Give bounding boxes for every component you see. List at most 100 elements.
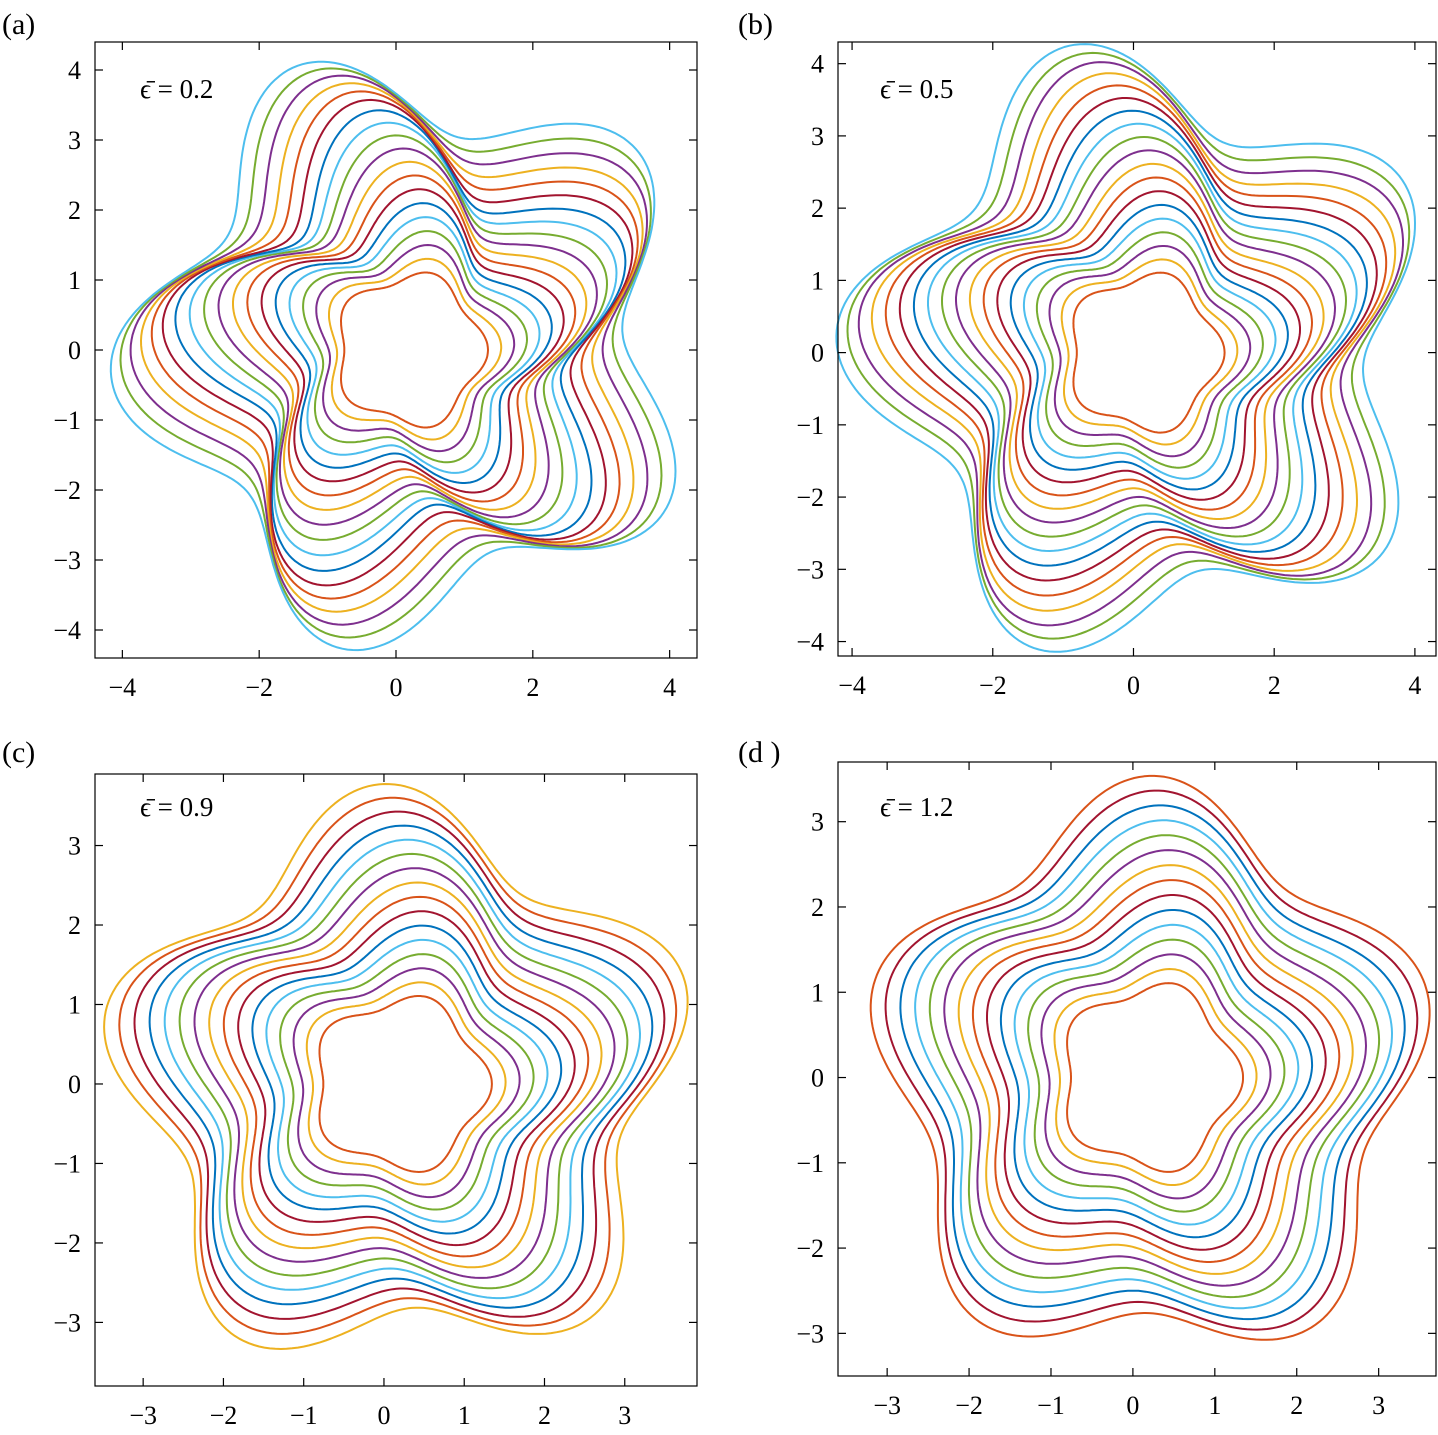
contour-series: [835, 43, 1416, 653]
y-tick-label: −1: [796, 1149, 824, 1178]
contour-line: [999, 909, 1314, 1239]
contour-line: [857, 61, 1404, 627]
y-tick-label: −2: [796, 483, 824, 512]
contour-line: [292, 967, 521, 1199]
epsilon-annotation: ϵ̄ = 0.2: [140, 74, 213, 104]
axes-frame: [94, 773, 698, 1387]
panel-label: (d ): [738, 736, 780, 769]
contour-line: [1027, 938, 1286, 1213]
contour-line: [163, 838, 641, 1300]
contour-line: [232, 160, 588, 511]
x-tick-label: 1: [1208, 1391, 1221, 1420]
contour-line: [1035, 231, 1264, 469]
x-tick-label: 2: [526, 673, 539, 702]
contour-line: [899, 804, 1406, 1321]
x-tick-label: 0: [1127, 671, 1140, 700]
contour-line: [943, 849, 1367, 1287]
contour-line: [1009, 203, 1289, 491]
contour-line: [996, 190, 1301, 501]
panel-a: (a) −4 −2 0 2 4 −4 −3 −2 −1 0 1 2 3 4 ϵ̄ = 0.2: [2, 8, 698, 702]
contour-line: [1053, 968, 1258, 1186]
contour-line: [315, 244, 516, 453]
contour-line: [957, 864, 1354, 1275]
x-tick-label: −2: [955, 1391, 983, 1420]
contour-line: [208, 881, 603, 1269]
contour-line: [129, 74, 649, 626]
y-tick-label: 1: [68, 990, 81, 1019]
contour-line: [260, 188, 565, 494]
y-tick-label: −3: [796, 555, 824, 584]
x-tick-label: −3: [873, 1391, 901, 1420]
panel-b: (b) −4 −2 0 2 4 −4 −3 −2 −1 0 1 2 3 4 ϵ̄ = 0.5: [738, 8, 1437, 700]
contour-line: [161, 98, 634, 587]
contour-line: [150, 90, 639, 600]
contour-line: [148, 824, 654, 1309]
contour-line: [971, 879, 1341, 1263]
x-tick-label: −2: [979, 671, 1007, 700]
contour-line: [869, 774, 1431, 1341]
y-tick-label: 2: [68, 196, 81, 225]
y-tick-label: 0: [811, 339, 824, 368]
contour-line: [119, 67, 663, 639]
contour-line: [217, 147, 598, 526]
x-tick-label: 1: [458, 1401, 471, 1430]
contour-line: [140, 82, 644, 613]
y-tick-label: 0: [68, 336, 81, 365]
contour-line: [251, 924, 563, 1235]
contour-line: [1040, 953, 1272, 1200]
x-tick-label: 3: [618, 1401, 631, 1430]
contour-line: [1022, 217, 1277, 480]
contour-line: [846, 51, 1411, 640]
y-tick-label: 0: [68, 1070, 81, 1099]
contour-line: [912, 109, 1368, 567]
y-tick-label: −4: [796, 628, 824, 657]
y-tick-label: −1: [796, 411, 824, 440]
contour-line: [1013, 923, 1300, 1226]
contour-line: [109, 60, 677, 652]
contour-line: [884, 84, 1388, 597]
x-tick-label: 0: [390, 673, 403, 702]
contour-line: [340, 271, 489, 429]
y-tick-label: −3: [53, 1308, 81, 1337]
x-tick-label: −2: [210, 1401, 238, 1430]
x-tick-label: −3: [129, 1401, 157, 1430]
y-tick-label: 2: [811, 194, 824, 223]
y-tick-label: 0: [811, 1064, 824, 1093]
contour-series: [869, 774, 1431, 1341]
contour-line: [914, 819, 1393, 1310]
axes-frame: [837, 41, 1437, 657]
x-tick-label: 0: [1126, 1391, 1139, 1420]
contour-line: [265, 938, 549, 1223]
y-tick-label: 3: [811, 808, 824, 837]
contour-line: [203, 134, 608, 541]
contour-line: [1066, 982, 1244, 1173]
axes-frame: [837, 761, 1437, 1377]
contour-line: [305, 981, 507, 1186]
contour-line: [870, 72, 1397, 612]
x-tick-label: −4: [109, 673, 137, 702]
y-tick-label: 3: [811, 122, 824, 151]
contour-line: [1072, 271, 1226, 434]
panel-c: (c) −3 −2 −1 0 1 2 3 −3 −2 −1 0 1 2 3 ϵ̄ = 0.9: [2, 736, 698, 1430]
contour-line: [193, 867, 616, 1279]
y-tick-label: 2: [68, 911, 81, 940]
y-tick-label: 2: [811, 893, 824, 922]
y-tick-label: 3: [68, 832, 81, 861]
x-tick-label: −1: [290, 1401, 318, 1430]
panel-label: (c): [2, 736, 35, 769]
y-tick-label: −3: [53, 546, 81, 575]
contour-line: [302, 230, 528, 464]
y-tick-label: 4: [811, 50, 824, 79]
contour-line: [222, 895, 590, 1258]
x-tick-label: 0: [377, 1401, 390, 1430]
epsilon-annotation: ϵ̄ = 1.2: [880, 792, 953, 822]
contour-line: [288, 216, 541, 474]
y-tick-label: −3: [796, 1319, 824, 1348]
y-tick-label: −2: [53, 476, 81, 505]
contour-line: [941, 136, 1347, 538]
y-tick-label: −2: [796, 1234, 824, 1263]
y-tick-label: −2: [53, 1229, 81, 1258]
contour-line: [133, 810, 666, 1320]
contour-line: [328, 257, 503, 441]
